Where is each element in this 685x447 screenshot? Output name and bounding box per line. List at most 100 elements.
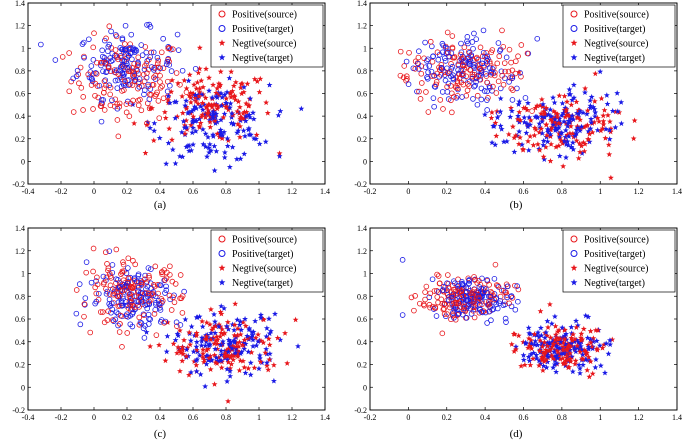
data-point-target-negative [213, 93, 220, 100]
data-point-target-negative [227, 368, 233, 374]
data-point-source-positive [433, 81, 439, 88]
data-point-source-negative [600, 121, 607, 128]
data-point-target-negative [607, 337, 613, 343]
data-point-source-negative [214, 336, 221, 343]
data-point-source-negative [514, 116, 521, 122]
data-point-target-negative [497, 95, 504, 102]
data-point-source-negative [586, 373, 593, 380]
data-point-source-positive [436, 64, 442, 71]
data-point-source-negative [221, 330, 228, 336]
x-tick-label: 1 [257, 187, 261, 196]
data-point-target-negative [573, 317, 580, 324]
data-point-source-negative [554, 111, 561, 117]
data-point-target-negative [498, 126, 505, 132]
data-point-target-negative [209, 94, 216, 101]
data-point-source-negative [168, 88, 175, 95]
data-point-source-negative [563, 106, 570, 113]
data-point-target-negative [548, 113, 554, 119]
data-point-target-negative [227, 338, 234, 345]
data-point-source-positive [512, 70, 519, 77]
y-tick-label: 0 [363, 383, 367, 392]
data-point-source-positive [106, 23, 113, 30]
x-tick-label: 0 [92, 413, 96, 422]
data-point-source-positive [81, 313, 87, 320]
data-point-target-negative [525, 147, 532, 153]
data-point-source-negative [183, 85, 190, 92]
data-point-target-negative [246, 111, 252, 118]
data-point-target-positive [472, 82, 478, 89]
data-point-target-negative [218, 116, 224, 123]
x-tick-label: 0 [92, 187, 96, 196]
data-point-target-negative [270, 377, 277, 384]
data-point-source-positive [422, 289, 428, 295]
data-point-source-negative [579, 355, 585, 362]
data-point-target-negative [570, 116, 577, 123]
data-point-target-negative [231, 327, 238, 333]
data-point-source-negative [548, 352, 555, 359]
data-point-target-positive [460, 311, 466, 318]
data-point-target-positive [430, 53, 436, 60]
data-point-target-negative [614, 108, 621, 114]
data-point-target-negative [228, 110, 235, 117]
data-point-source-positive [134, 62, 141, 69]
data-point-source-positive [90, 106, 96, 112]
data-point-source-positive [116, 329, 123, 335]
data-point-source-negative [276, 150, 283, 156]
data-point-target-negative [210, 108, 217, 115]
legend-marker-star [570, 53, 578, 61]
data-point-target-positive [124, 311, 130, 318]
x-tick-label: 1.4 [320, 413, 330, 422]
data-point-source-positive [152, 263, 159, 270]
data-point-target-negative [212, 318, 218, 325]
data-point-target-negative [526, 357, 533, 364]
data-point-source-negative [237, 84, 244, 91]
data-point-target-negative [592, 109, 599, 116]
data-point-source-negative [508, 341, 515, 347]
data-point-source-positive [449, 44, 456, 51]
data-point-source-negative [536, 147, 543, 153]
data-point-target-positive [134, 67, 141, 74]
data-point-target-positive [476, 284, 483, 290]
data-point-source-negative [204, 110, 211, 117]
y-tick-label: 0.8 [357, 292, 367, 301]
data-point-target-negative [213, 354, 220, 361]
data-point-target-positive [479, 60, 486, 67]
data-point-target-negative [525, 324, 532, 331]
data-point-source-positive [94, 274, 100, 281]
data-point-target-positive [76, 281, 83, 287]
data-point-source-negative [520, 147, 527, 153]
data-point-source-positive [401, 63, 408, 69]
data-point-source-negative [203, 104, 210, 110]
data-point-source-negative [555, 120, 562, 126]
data-point-source-positive [119, 288, 126, 294]
data-point-source-negative [229, 343, 236, 350]
data-point-source-negative [203, 65, 210, 72]
data-point-source-positive [455, 300, 461, 306]
data-point-source-negative [581, 148, 588, 154]
data-point-target-positive [162, 290, 168, 296]
data-point-target-negative [191, 103, 198, 110]
data-point-source-negative [231, 352, 238, 359]
data-point-target-negative [612, 124, 619, 130]
data-point-target-negative [219, 338, 226, 345]
data-point-target-positive [442, 58, 449, 64]
data-point-source-negative [193, 347, 200, 353]
data-point-target-positive [150, 49, 157, 56]
data-point-target-negative [266, 330, 273, 337]
data-point-source-negative [237, 331, 244, 338]
data-point-source-negative [581, 346, 588, 353]
y-tick-label: 0.8 [15, 67, 25, 76]
data-point-source-negative [223, 352, 230, 358]
data-point-target-positive [468, 311, 475, 317]
data-point-source-negative [217, 68, 224, 75]
data-point-target-negative [277, 336, 284, 343]
legend-label: Negtive(source) [232, 264, 296, 275]
data-points [399, 257, 616, 380]
data-point-target-positive [102, 77, 109, 83]
data-point-source-negative [214, 85, 221, 91]
data-point-source-negative [240, 110, 247, 116]
data-point-target-negative [211, 143, 218, 149]
data-point-source-positive [155, 290, 161, 297]
data-point-source-negative [556, 353, 563, 359]
data-point-target-negative [263, 346, 270, 352]
